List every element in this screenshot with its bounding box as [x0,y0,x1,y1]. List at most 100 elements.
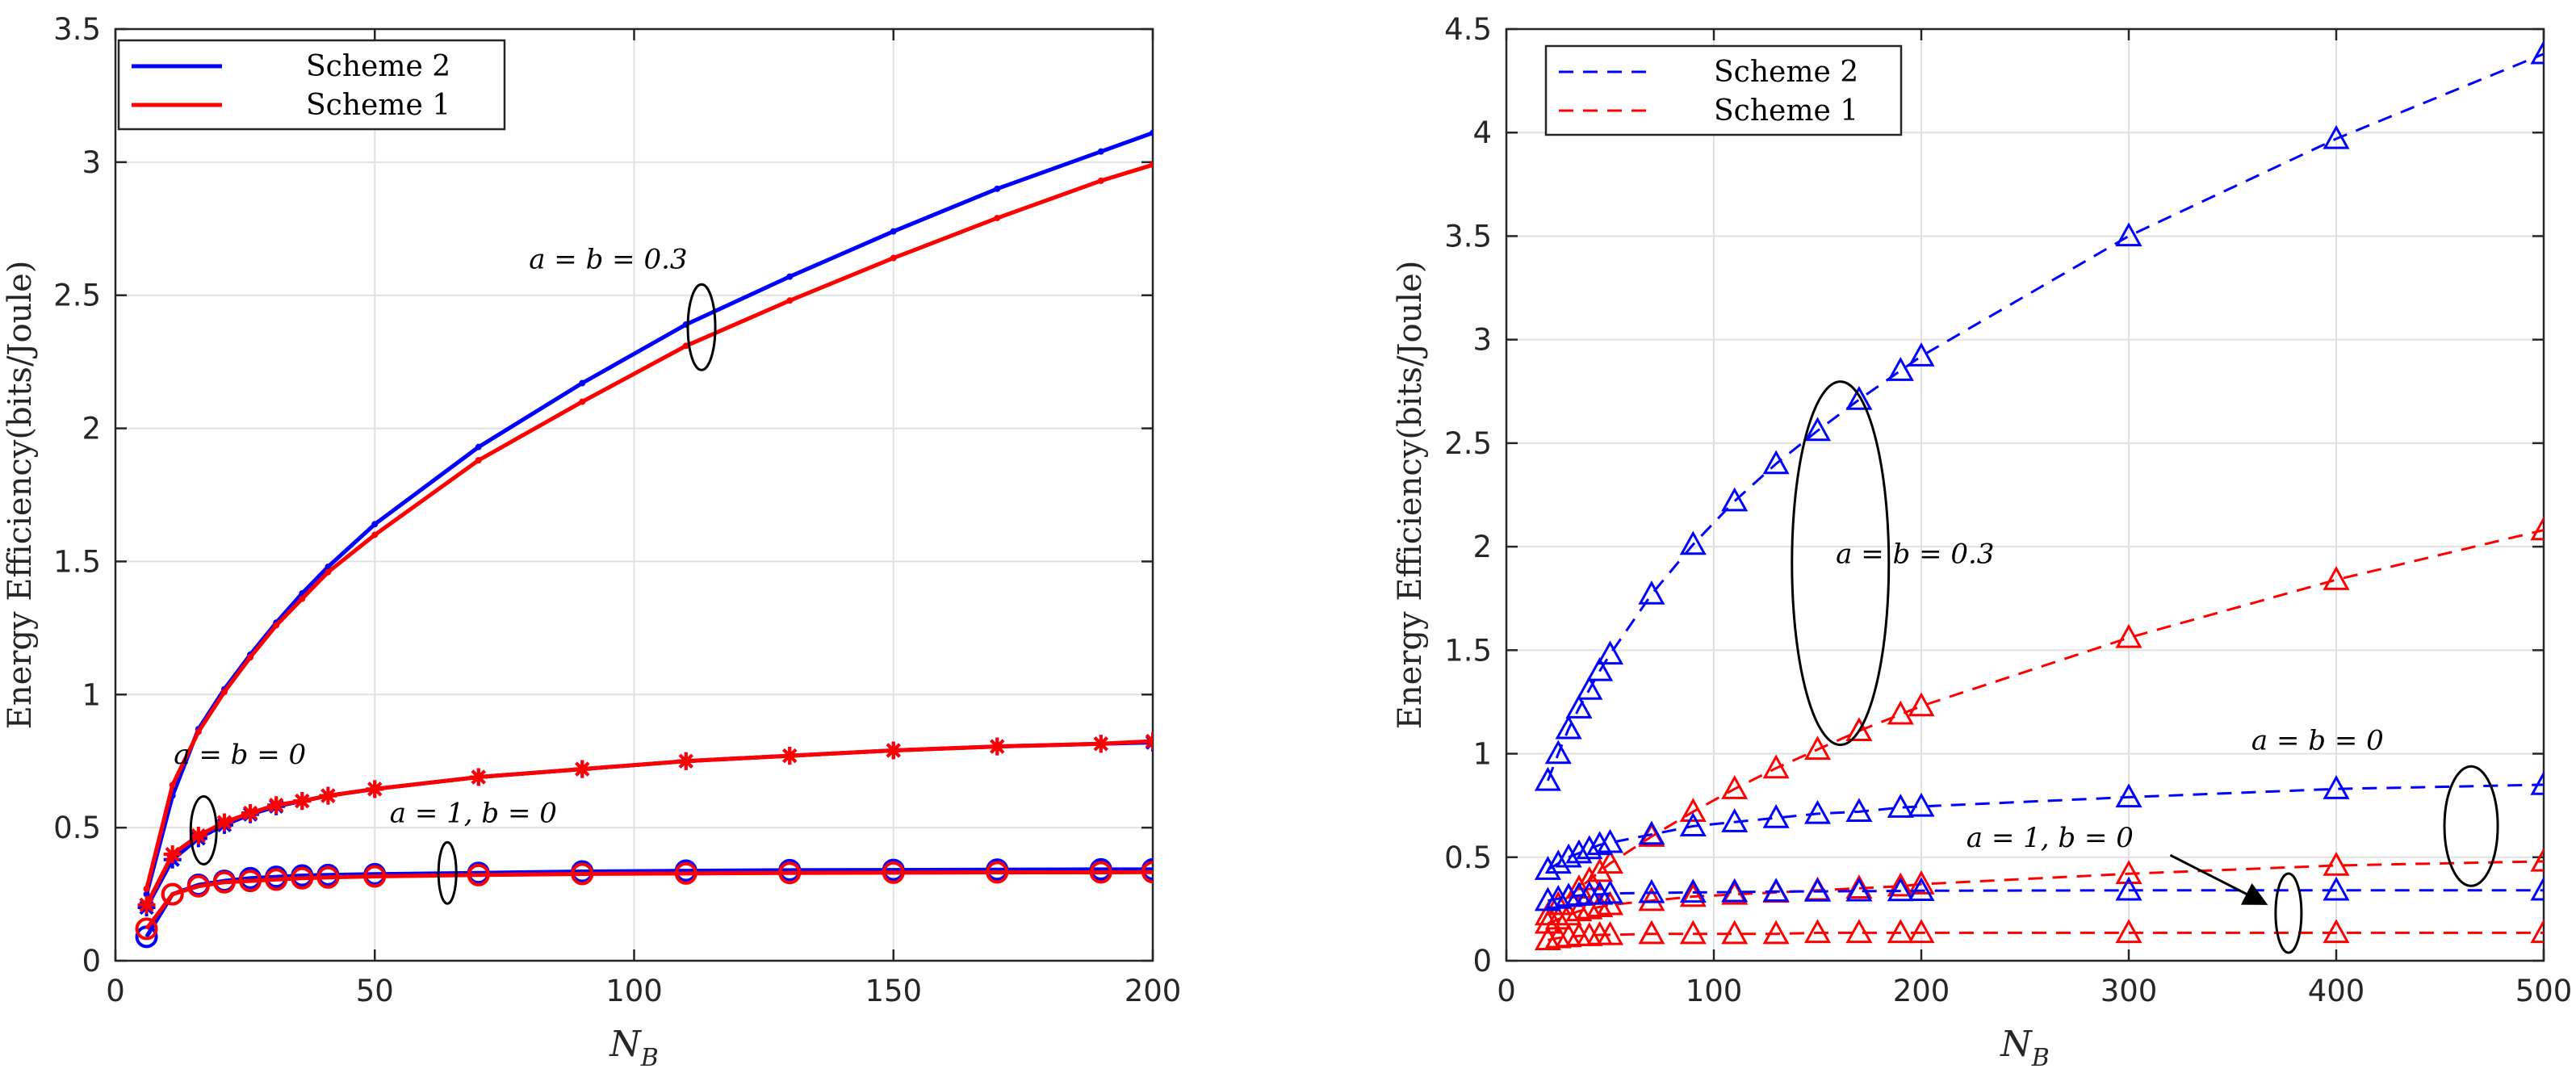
data-point [579,379,586,387]
y-tick-label: 1.5 [53,544,101,579]
series-line [1547,529,2544,916]
data-point [1887,700,1914,725]
data-point [215,813,233,832]
series-scheme-2-a-b-0- [1534,770,2544,880]
series-scheme-2-a-b-0-3- [1534,40,2544,791]
data-point [1638,920,1665,945]
data-point [1638,878,1665,903]
data-point [1845,877,1873,902]
x-tick-label: 400 [2308,974,2365,1008]
plot-area [1534,40,2544,951]
annotation-label: a = b = 0.3 [529,244,687,276]
data-point [781,747,799,765]
data-point [293,792,312,811]
annotation-ellipse [437,840,458,905]
x-axis-label: NB [2000,1024,2050,1072]
data-point [579,398,586,405]
data-point [1908,877,1935,902]
data-point [319,786,337,805]
data-point [371,531,379,538]
data-point [1803,735,1832,761]
series-line [1548,889,2544,903]
legend: Scheme 2 Scheme 1 [1544,44,1903,136]
x-tick-label: 150 [865,974,922,1008]
data-point [1679,530,1707,555]
data-point [1565,839,1593,864]
data-point [1596,849,1624,874]
data-point [2115,623,2142,648]
series-line [1547,52,2544,782]
y-tick-label: 3 [82,145,101,180]
legend-box [1544,44,1903,136]
data-point [1534,856,1561,880]
data-point [778,861,802,885]
data-point [2323,919,2350,944]
data-point [273,622,280,629]
data-point [1721,878,1749,903]
y-tick-label: 4.5 [1444,12,1492,47]
data-point [366,780,384,798]
data-point [994,185,1001,192]
y-axis-label: Energy Efficiency(bits/Joule) [2,261,39,730]
data-point [475,457,482,464]
x-axis-label-sub: B [640,1044,659,1072]
data-point [986,861,1009,884]
data-point [1845,874,1873,899]
series-line [1547,860,2544,925]
y-tick-label: 4 [1472,115,1492,150]
data-point [1762,450,1790,475]
data-point [1534,766,1561,791]
data-point [2530,876,2544,901]
series-scheme-1-a-1-b-0- [1534,919,2544,951]
data-point [1908,692,1935,717]
data-point [1803,878,1832,902]
x-tick-label: 500 [2515,974,2573,1008]
data-point [1679,882,1707,907]
data-point [2115,919,2142,944]
y-tick-label: 3 [1472,323,1492,358]
y-tick-label: 0.5 [1444,840,1492,875]
y-tick-label: 1 [1472,737,1492,772]
legend: Scheme 2 Scheme 1 [117,39,506,131]
annotation-label: a = 1, b = 0 [1967,822,2134,854]
data-point [1544,891,1572,916]
data-point [682,342,689,350]
data-point [786,273,794,280]
data-point [1845,798,1873,823]
data-point [1544,849,1572,874]
data-point [143,891,150,898]
data-point [1596,920,1624,945]
data-point [1576,865,1603,891]
x-tick-label: 0 [1497,974,1516,1008]
data-point [1586,831,1614,856]
data-point [1887,919,1914,944]
data-point [1679,920,1707,945]
data-point [1596,640,1624,665]
data-point [135,917,158,941]
data-point [1908,342,1935,367]
data-point [1762,920,1790,945]
data-point [1555,715,1582,740]
data-point [291,866,314,890]
data-point [1887,357,1914,381]
data-point [2323,775,2350,799]
data-point [247,654,254,661]
data-point [2115,222,2142,247]
data-point [1596,879,1624,904]
data-point [299,595,306,602]
x-tick-label: 0 [106,974,125,1008]
y-tick-label: 2.5 [53,279,101,313]
data-point [573,760,592,778]
data-point [475,443,482,450]
x-tick-label: 200 [1893,974,1950,1008]
data-point [1908,870,1935,895]
data-point [1679,812,1707,837]
x-tick-label: 100 [605,974,663,1008]
data-point [1565,694,1593,719]
data-point [1144,731,1153,750]
legend-label: Scheme 1 [306,89,450,122]
x-axis-label-sub: B [2031,1044,2050,1072]
data-point [2530,40,2544,65]
data-point [169,782,176,789]
